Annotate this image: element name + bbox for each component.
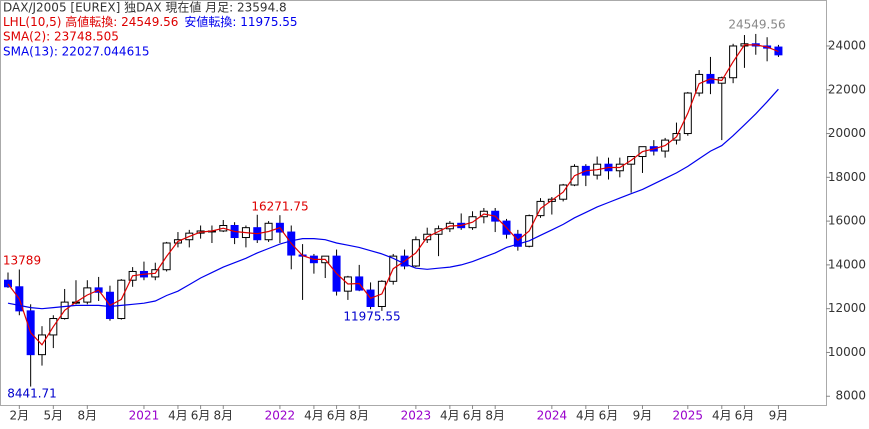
x-tick-label: 8月	[77, 409, 97, 423]
x-tick-label: 6月	[327, 409, 347, 423]
y-tick-label: 20000	[828, 126, 866, 140]
extreme-label: 13789	[3, 254, 41, 268]
y-tick-label: 22000	[828, 82, 866, 96]
x-tick-label: 4月	[304, 409, 324, 423]
lhl-high: LHL(10,5) 高値転換: 24549.56	[3, 14, 178, 29]
extreme-label: 16271.75	[251, 200, 308, 214]
x-tick-label: 4月	[440, 409, 460, 423]
x-tick-label: 6月	[735, 409, 755, 423]
x-tick-label: 4月	[168, 409, 188, 423]
x-tick-label: 4月	[712, 409, 732, 423]
x-tick-label: 2025	[673, 409, 704, 423]
y-tick-label: 10000	[828, 345, 866, 359]
x-tick-label: 9月	[633, 409, 653, 423]
x-tick-label: 6月	[599, 409, 619, 423]
x-tick-label: 2024	[537, 409, 568, 423]
x-tick-label: 6月	[463, 409, 483, 423]
x-tick-label: 4月	[576, 409, 596, 423]
x-tick-label: 6月	[191, 409, 211, 423]
sma2-legend: SMA(2): 23748.505	[3, 30, 119, 44]
extreme-label: 24549.56	[728, 18, 785, 32]
x-tick-label: 2021	[129, 409, 160, 423]
sma13-legend: SMA(13): 22027.044615	[3, 45, 149, 59]
extreme-label: 8441.71	[7, 387, 57, 401]
sma-line	[7, 44, 779, 346]
plot-frame	[0, 0, 827, 406]
x-tick-label: 8月	[485, 409, 505, 423]
lhl-low: 安値転換: 11975.55	[184, 14, 297, 29]
x-tick-label: 5月	[43, 409, 63, 423]
y-tick-label: 14000	[828, 257, 866, 271]
y-tick-label: 12000	[828, 301, 866, 315]
extreme-label: 11975.55	[343, 310, 400, 324]
y-tick-label: 16000	[828, 214, 866, 228]
x-tick-label: 2月	[10, 409, 30, 423]
candle-body	[4, 279, 12, 288]
sma-line	[7, 88, 779, 310]
x-tick-label: 8月	[349, 409, 369, 423]
y-tick-label: 24000	[828, 38, 866, 52]
x-tick-label: 2022	[265, 409, 296, 423]
header-title: DAX/J2005 [EUREX] 独DAX 現在値 月足: 23594.8	[3, 0, 287, 15]
x-tick-label: 8月	[213, 409, 233, 423]
x-tick-label: 2023	[401, 409, 432, 423]
y-tick-label: 18000	[828, 170, 866, 184]
x-tick-label: 9月	[769, 409, 789, 423]
y-tick-label: 8000	[835, 389, 866, 403]
header-lhl: LHL(10,5) 高値転換: 24549.56 安値転換: 11975.55	[3, 14, 298, 29]
